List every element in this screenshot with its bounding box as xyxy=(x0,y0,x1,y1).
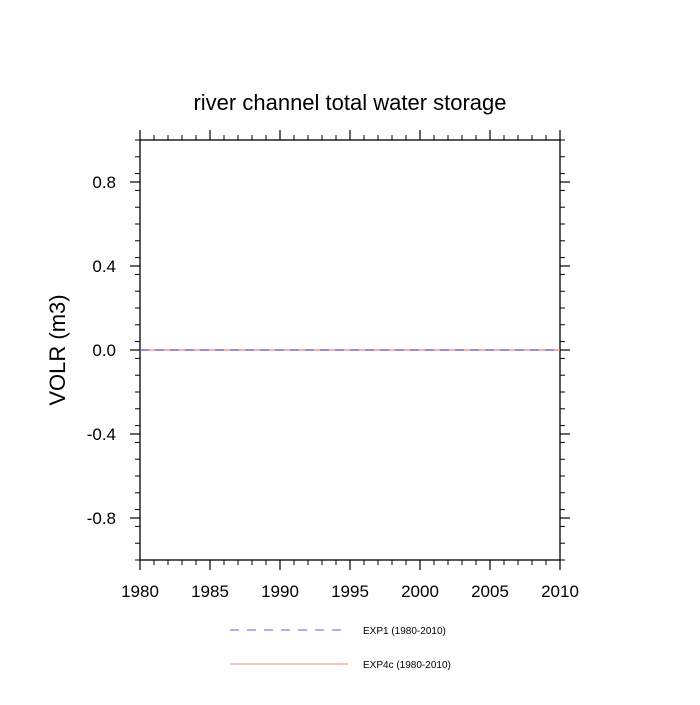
x-tick-label: 2005 xyxy=(471,582,509,601)
legend-entry: EXP4c (1980-2010) xyxy=(363,660,451,671)
x-tick-label: 2000 xyxy=(401,582,439,601)
y-tick-label: 0.4 xyxy=(92,257,116,276)
legend: EXP1 (1980-2010) EXP4c (1980-2010) xyxy=(230,626,451,671)
x-tick-label: 1995 xyxy=(331,582,369,601)
chart-title: river channel total water storage xyxy=(193,90,506,115)
y-axis-label: VOLR (m3) xyxy=(45,294,70,405)
y-tick-label: -0.4 xyxy=(87,425,116,444)
plot-area: -0.8 -0.4 0.0 0.4 0.8 1980 1985 1990 1995 2000 200… xyxy=(87,130,579,601)
y-tick-label: 0.0 xyxy=(92,341,116,360)
y-tick-label: -0.8 xyxy=(87,509,116,528)
x-tick-label: 1990 xyxy=(261,582,299,601)
x-tick-label: 2010 xyxy=(541,582,579,601)
y-tick-label: 0.8 xyxy=(92,173,116,192)
legend-entry: EXP1 (1980-2010) xyxy=(363,626,446,637)
x-tick-label: 1980 xyxy=(121,582,159,601)
x-tick-label: 1985 xyxy=(191,582,229,601)
